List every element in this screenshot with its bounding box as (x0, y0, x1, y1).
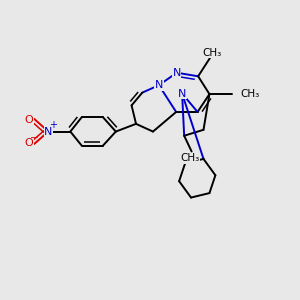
Text: N: N (178, 88, 186, 98)
Text: N: N (155, 80, 163, 90)
Text: −: − (30, 133, 39, 142)
Text: +: + (49, 120, 57, 130)
Text: CH₃: CH₃ (202, 47, 221, 58)
Text: N: N (44, 127, 52, 136)
Text: N: N (172, 68, 181, 78)
Text: O: O (24, 115, 33, 125)
Text: O: O (24, 138, 33, 148)
Text: CH₃: CH₃ (181, 153, 200, 163)
Text: CH₃: CH₃ (241, 89, 260, 99)
